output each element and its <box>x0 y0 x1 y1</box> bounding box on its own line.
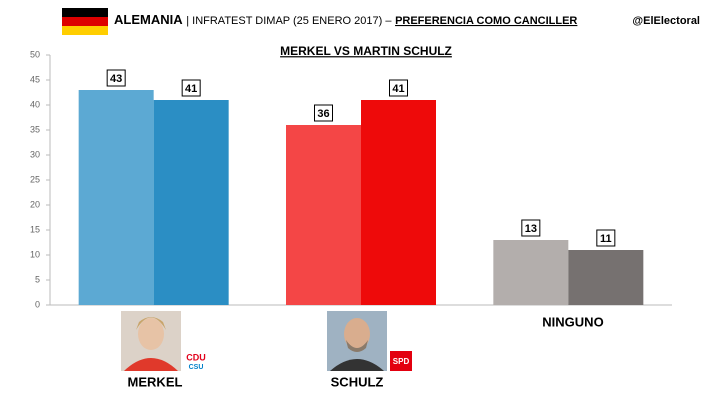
value-label-box <box>389 79 408 97</box>
flag-stripe <box>62 26 108 35</box>
logo-box <box>182 353 210 371</box>
x-tick-label: NINGUNO <box>542 314 603 329</box>
value-label: 13 <box>525 223 537 235</box>
flag-stripe <box>62 8 108 17</box>
y-tick-label: 20 <box>30 199 40 209</box>
value-label-box <box>314 104 333 122</box>
value-label: 41 <box>185 83 197 95</box>
logo-box <box>390 351 412 371</box>
logo: SPD <box>393 357 410 366</box>
photo-schulz <box>327 311 387 371</box>
bar <box>568 250 644 305</box>
y-tick-label: 45 <box>30 74 40 84</box>
chart-title: ALEMANIA | INFRATEST DIMAP (25 ENERO 201… <box>114 12 577 27</box>
y-tick-label: 10 <box>30 249 40 259</box>
y-tick-label: 0 <box>35 299 40 309</box>
x-tick-label: SCHULZ <box>331 374 384 389</box>
photo-merkel <box>121 311 181 371</box>
x-tick-label: MERKEL <box>128 374 183 389</box>
title-main: ALEMANIA <box>114 12 183 27</box>
title-topic: PREFERENCIA COMO CANCILLER <box>395 15 577 27</box>
value-label: 11 <box>600 233 612 245</box>
bar <box>361 100 436 305</box>
value-label: 41 <box>392 83 404 95</box>
logo: CDU <box>186 352 206 362</box>
value-label-box <box>181 79 201 97</box>
y-tick-label: 35 <box>30 124 40 134</box>
source: @ElElectoral <box>632 15 700 27</box>
value-label: 36 <box>317 108 329 120</box>
logo: CSU <box>189 364 204 371</box>
value-label-box <box>106 69 126 87</box>
y-tick-label: 40 <box>30 99 40 109</box>
y-tick-label: 5 <box>35 274 40 284</box>
y-tick-label: 25 <box>30 174 40 184</box>
flag-stripe <box>62 17 108 26</box>
value-label-box <box>521 219 541 237</box>
y-tick-label: 15 <box>30 224 40 234</box>
subtitle: MERKEL VS MARTIN SCHULZ <box>280 44 452 58</box>
bar <box>286 125 361 305</box>
value-label-box <box>596 229 616 247</box>
value-label: 43 <box>110 73 122 85</box>
bar <box>493 240 569 305</box>
y-tick-label: 30 <box>30 149 40 159</box>
y-tick-label: 50 <box>30 49 40 59</box>
title-detail: | INFRATEST DIMAP (25 ENERO 2017) – <box>186 15 392 27</box>
bar <box>153 100 229 305</box>
bar <box>78 90 154 305</box>
